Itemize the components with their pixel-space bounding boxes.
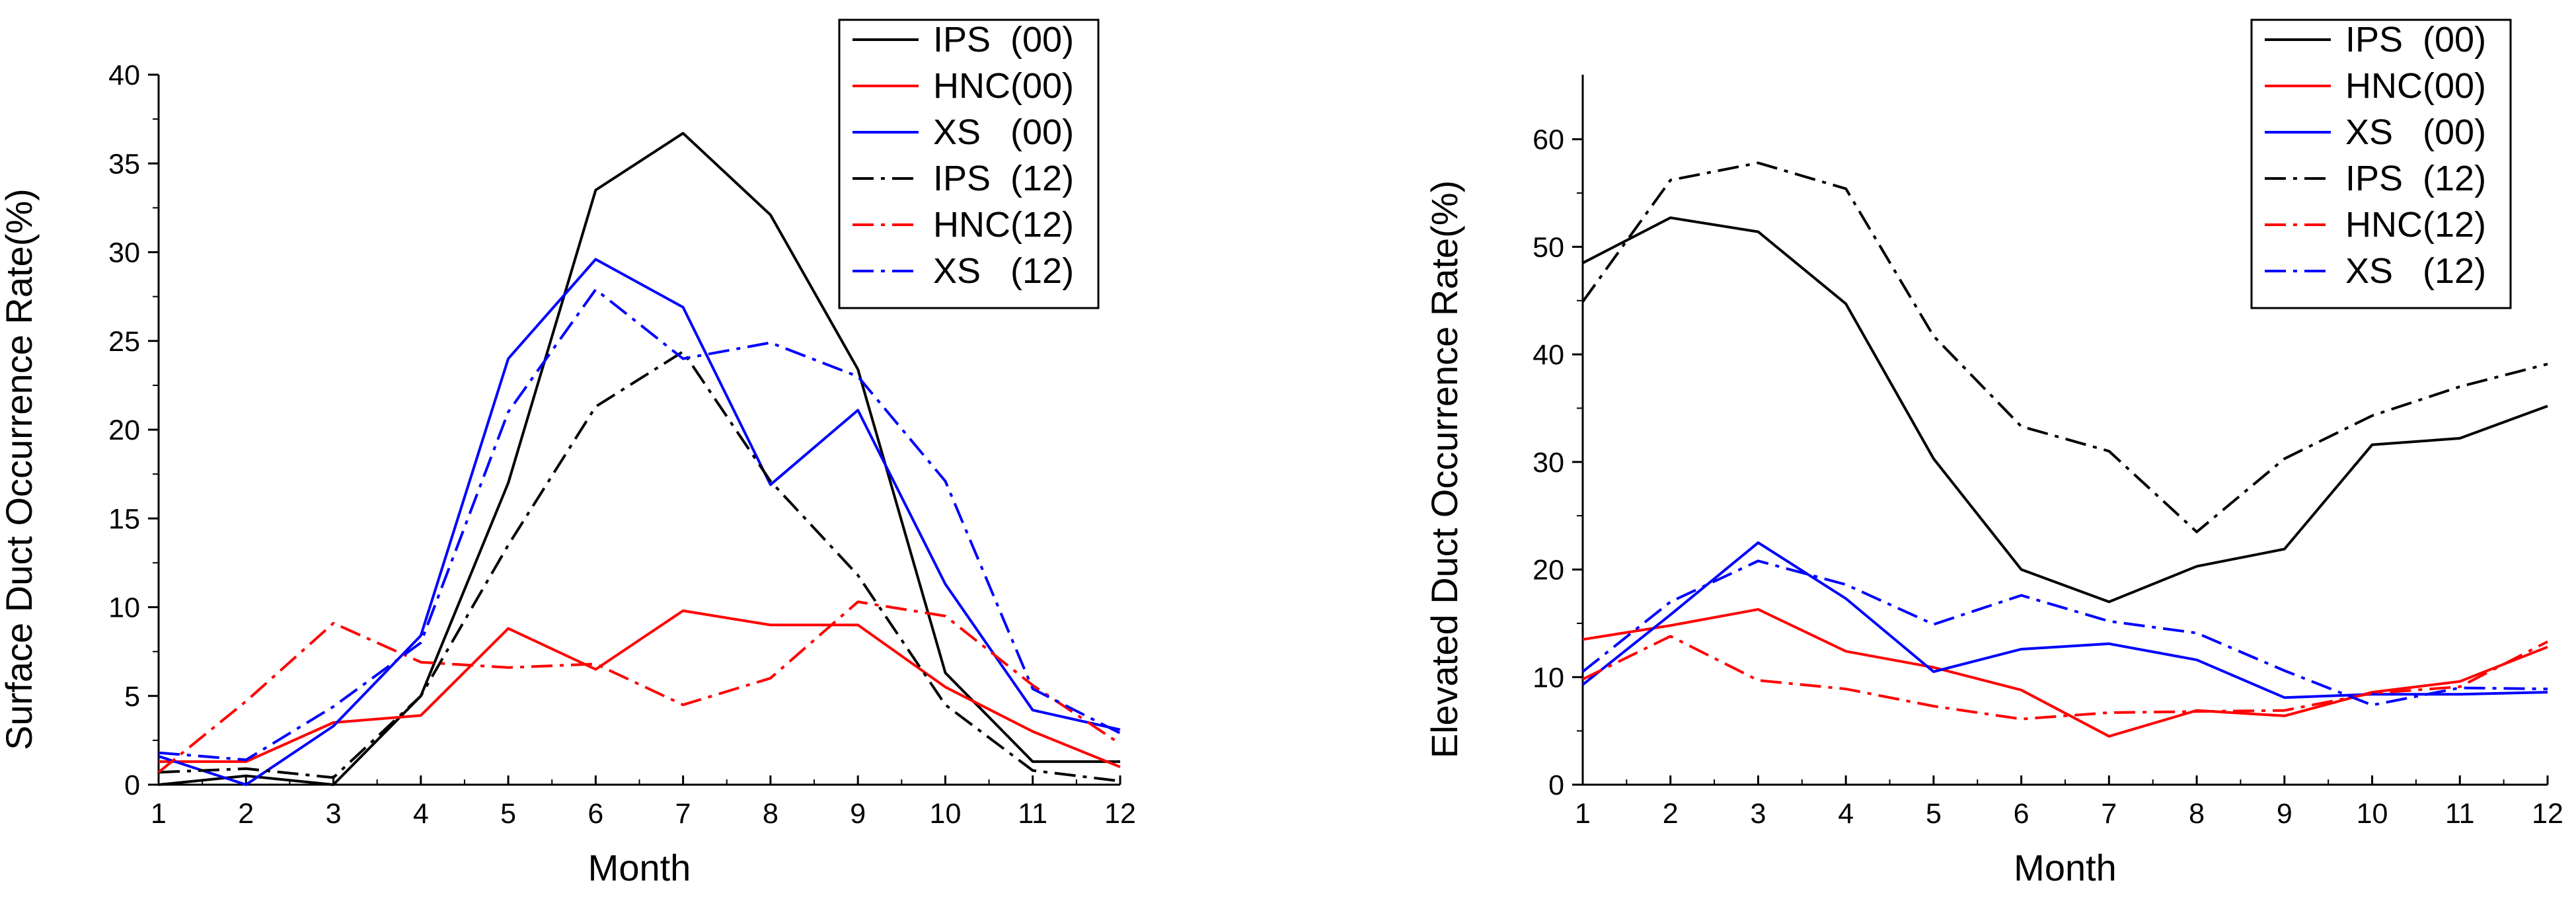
chart-panel-1: 1 2 3 4 5 6 7 8 9 10 11 120510152025303540MonthSurf… xyxy=(0,19,1136,888)
x-tick-label: 4 xyxy=(1838,798,1854,830)
x-tick-label: 12 xyxy=(2532,798,2563,830)
series-line-6 xyxy=(1581,559,2548,707)
y-tick-label: 25 xyxy=(108,326,140,358)
legend-label: XS (00) xyxy=(2345,112,2486,152)
x-tick-label: 5 xyxy=(1926,798,1942,830)
series-line-3 xyxy=(158,258,1121,786)
legend-label: XS (00) xyxy=(933,112,1074,152)
x-axis-title: Month xyxy=(588,847,691,888)
y-tick-label: 20 xyxy=(108,414,140,446)
x-tick-label: 2 xyxy=(1663,798,1679,830)
x-tick-label: 3 xyxy=(326,798,342,830)
x-tick-label: 9 xyxy=(850,798,866,830)
y-tick-label: 10 xyxy=(108,592,140,624)
series-line-5 xyxy=(1582,635,2548,721)
legend-label: IPS (00) xyxy=(933,20,1074,59)
y-tick-label: 0 xyxy=(1548,769,1564,801)
series-line-4 xyxy=(158,350,1121,783)
series-line-2 xyxy=(159,609,1121,769)
x-tick-label: 11 xyxy=(2445,798,2475,830)
legend-label: XS (12) xyxy=(2345,251,2486,291)
y-tick-label: 50 xyxy=(1533,231,1564,263)
x-tick-label: 6 xyxy=(587,798,603,830)
legend: IPS (00) HNC(00) XS (00) IPS (12) HNC(12) XS … xyxy=(838,19,1100,309)
x-tick-label: 8 xyxy=(763,798,778,830)
x-tick-label: 5 xyxy=(500,798,516,830)
x-tick-label: 2 xyxy=(238,798,254,830)
legend-label: IPS (00) xyxy=(2345,20,2486,59)
y-tick-label: 60 xyxy=(1533,124,1564,156)
legend-label: HNC(00) xyxy=(933,66,1074,106)
legend-label: XS (12) xyxy=(933,251,1074,291)
series-line-5 xyxy=(157,600,1121,773)
y-axis-title: Surface Duct Occurrence Rate(%) xyxy=(0,188,40,750)
series-line-1 xyxy=(158,132,1120,786)
y-tick-label: 5 xyxy=(124,681,140,713)
y-tick-label: 0 xyxy=(124,769,140,801)
y-tick-label: 30 xyxy=(108,237,140,269)
x-tick-label: 8 xyxy=(2189,798,2205,830)
legend-box xyxy=(2250,19,2512,309)
x-tick-label: 11 xyxy=(1018,798,1047,830)
series-line-6 xyxy=(158,288,1121,762)
y-tick-label: 40 xyxy=(1533,339,1564,371)
x-tick-label: 12 xyxy=(1104,798,1136,830)
y-tick-label: 35 xyxy=(108,148,140,180)
x-tick-label: 4 xyxy=(413,798,429,830)
y-tick-label: 10 xyxy=(1533,662,1564,693)
x-tick-label: 1 xyxy=(151,798,167,830)
legend-label: IPS (12) xyxy=(933,159,1074,198)
y-tick-label: 15 xyxy=(108,503,140,535)
legend: IPS (00) HNC(00) XS (00) IPS (12) HNC(12) XS … xyxy=(2250,19,2512,309)
legend-label: HNC(12) xyxy=(933,205,1074,245)
x-tick-label: 1 xyxy=(1575,798,1591,830)
x-tick-label: 6 xyxy=(2014,798,2029,830)
legend-box xyxy=(838,19,1100,309)
y-tick-label: 20 xyxy=(1533,555,1564,586)
legend-label: HNC(12) xyxy=(2345,205,2486,245)
x-tick-label: 7 xyxy=(675,798,691,830)
y-axis-title: Elevated Duct Occurrence Rate(%) xyxy=(1423,180,1465,759)
legend-label: IPS (12) xyxy=(2345,159,2486,198)
series-line-1 xyxy=(1582,216,2548,604)
x-tick-label: 9 xyxy=(2277,798,2292,830)
series-line-3 xyxy=(1581,541,2548,699)
series-line-2 xyxy=(1582,608,2548,738)
y-tick-label: 30 xyxy=(1533,447,1564,479)
chart-panel-2: 1 2 3 4 5 6 7 8 9 10 11 120102030405060MonthElevate… xyxy=(1423,19,2563,888)
x-tick-label: 3 xyxy=(1750,798,1766,830)
x-axis-title: Month xyxy=(2014,847,2117,888)
legend-label: HNC(00) xyxy=(2345,66,2486,106)
x-tick-label: 10 xyxy=(930,798,962,830)
y-tick-label: 40 xyxy=(108,59,140,91)
x-tick-label: 10 xyxy=(2357,798,2388,830)
x-tick-label: 7 xyxy=(2101,798,2117,830)
